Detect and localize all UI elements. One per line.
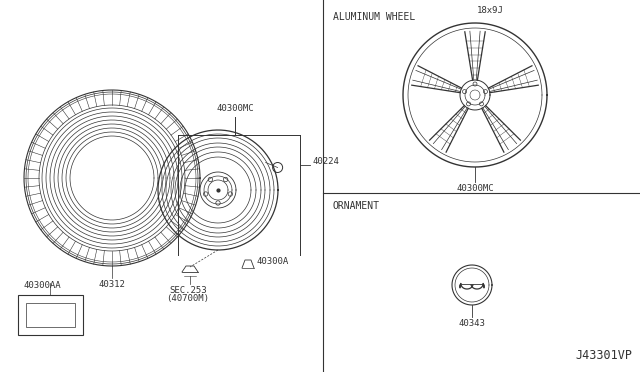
Text: 40300MC: 40300MC (456, 184, 494, 193)
Text: 40224: 40224 (313, 157, 340, 166)
Text: 40300AA: 40300AA (23, 281, 61, 290)
Text: 40312: 40312 (99, 280, 125, 289)
Text: 18x9J: 18x9J (477, 6, 504, 15)
Text: ORNAMENT: ORNAMENT (333, 201, 380, 211)
Text: (40700M): (40700M) (166, 294, 209, 303)
Text: 40300MC: 40300MC (216, 104, 254, 113)
Text: SEC.253: SEC.253 (169, 286, 207, 295)
Text: 40300A: 40300A (257, 257, 289, 266)
Text: 40343: 40343 (459, 319, 485, 328)
Bar (26, 303, 75, 327)
Bar (18, 295, 83, 335)
Text: ALUMINUM WHEEL: ALUMINUM WHEEL (333, 12, 415, 22)
Text: J43301VP: J43301VP (575, 349, 632, 362)
